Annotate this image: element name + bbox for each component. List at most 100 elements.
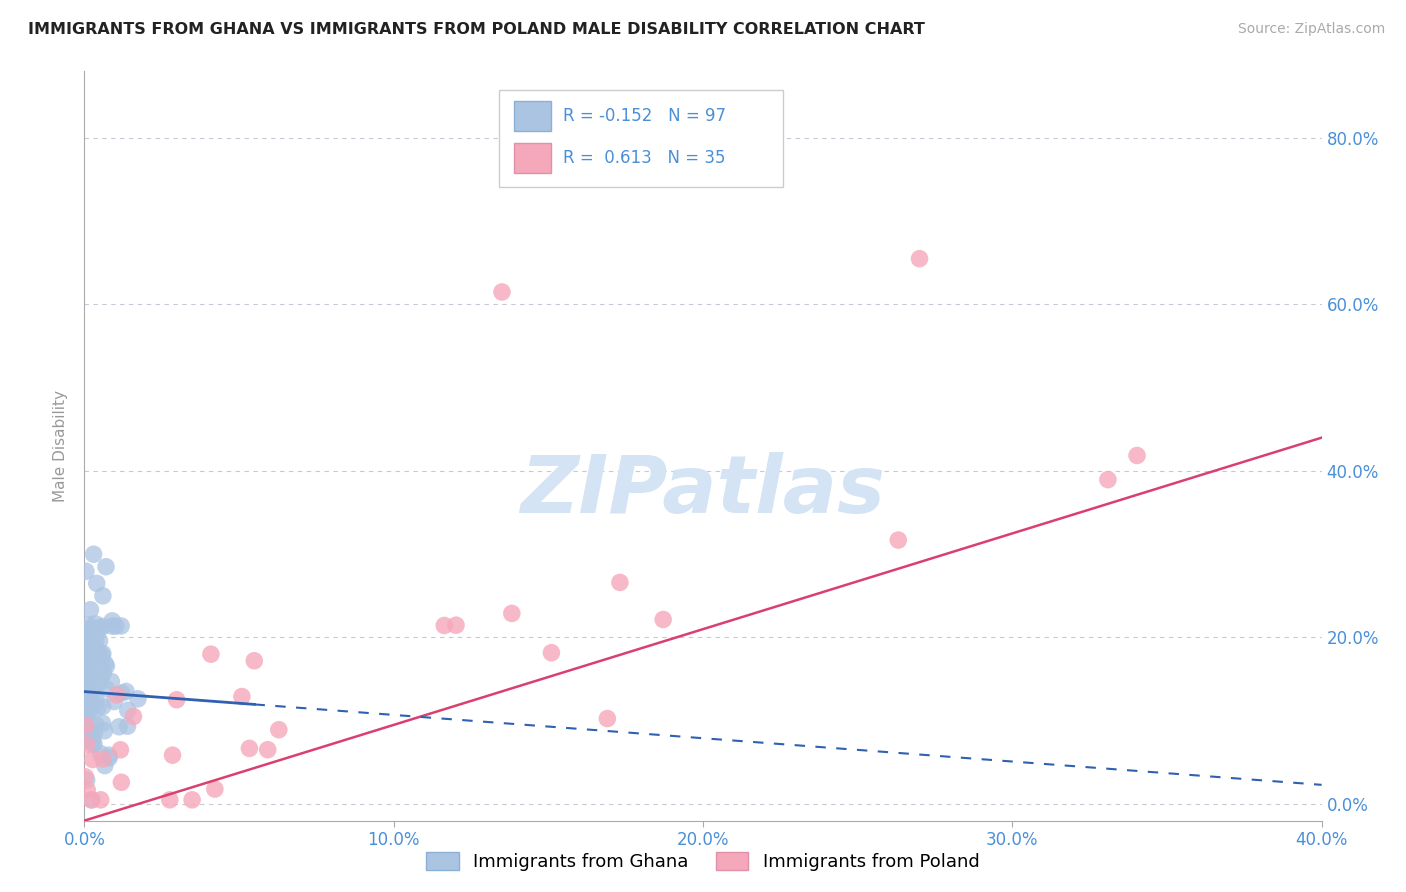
Point	[75, 770, 97, 784]
Point	[76, 733, 98, 747]
Point	[75, 639, 97, 653]
Point	[75, 690, 97, 704]
Point	[82, 752, 104, 766]
Point	[77, 649, 100, 664]
Point	[90, 747, 112, 761]
Point	[76, 666, 98, 681]
Point	[110, 743, 132, 757]
Text: ZIPatlas: ZIPatlas	[520, 452, 886, 530]
Point	[596, 712, 619, 726]
Text: R =  0.613   N = 35: R = 0.613 N = 35	[564, 149, 725, 167]
Point	[80, 700, 103, 714]
Point	[87, 700, 110, 714]
Point	[93, 666, 115, 681]
Point	[76, 669, 98, 683]
Point	[91, 647, 114, 661]
FancyBboxPatch shape	[513, 102, 551, 131]
Point	[83, 646, 105, 660]
Point	[1126, 449, 1149, 463]
Point	[89, 648, 111, 662]
Point	[75, 564, 97, 578]
Point	[108, 720, 131, 734]
Point	[80, 793, 103, 807]
Point	[91, 752, 114, 766]
Point	[91, 619, 114, 633]
Point	[94, 657, 117, 671]
Point	[86, 576, 108, 591]
Point	[110, 686, 132, 700]
Legend: Immigrants from Ghana, Immigrants from Poland: Immigrants from Ghana, Immigrants from P…	[419, 845, 987, 879]
Point	[84, 660, 107, 674]
Point	[117, 703, 139, 717]
Point	[82, 737, 104, 751]
Point	[267, 723, 290, 737]
Point	[122, 709, 145, 723]
Point	[96, 681, 118, 696]
Point	[79, 621, 101, 635]
Point	[86, 642, 108, 657]
Point	[82, 681, 104, 695]
Point	[77, 623, 100, 637]
Point	[82, 694, 104, 708]
Point	[90, 671, 112, 685]
Point	[84, 717, 107, 731]
Point	[75, 656, 97, 670]
Point	[105, 688, 128, 702]
Point	[444, 618, 467, 632]
Point	[181, 793, 204, 807]
Point	[94, 559, 117, 574]
Point	[84, 633, 107, 648]
Point	[100, 674, 122, 689]
Point	[1097, 473, 1119, 487]
Point	[75, 703, 97, 717]
Point	[433, 618, 456, 632]
Point	[75, 705, 97, 719]
Point	[75, 726, 97, 740]
Point	[110, 775, 132, 789]
Point	[75, 652, 97, 666]
Point	[84, 616, 107, 631]
Point	[101, 614, 124, 628]
Point	[77, 706, 100, 721]
Point	[887, 533, 910, 547]
Point	[83, 547, 105, 561]
Point	[77, 652, 100, 666]
Point	[82, 732, 104, 747]
Point	[97, 748, 120, 763]
Point	[83, 646, 105, 660]
Point	[86, 627, 108, 641]
Point	[75, 632, 97, 647]
Point	[91, 589, 114, 603]
Point	[77, 651, 100, 665]
Point	[104, 619, 127, 633]
Point	[96, 659, 118, 673]
Point	[87, 677, 110, 691]
Point	[110, 619, 132, 633]
Point	[79, 603, 101, 617]
Point	[76, 627, 98, 641]
Point	[491, 285, 513, 299]
Point	[162, 748, 184, 763]
Point	[93, 723, 115, 738]
Point	[79, 698, 101, 712]
Point	[83, 737, 105, 751]
Point	[76, 738, 98, 752]
Point	[127, 691, 149, 706]
Point	[166, 692, 188, 706]
Point	[103, 694, 125, 708]
Text: Source: ZipAtlas.com: Source: ZipAtlas.com	[1237, 22, 1385, 37]
Point	[83, 725, 105, 739]
Point	[75, 688, 97, 702]
Point	[80, 793, 103, 807]
Point	[75, 697, 97, 711]
Point	[115, 684, 138, 698]
Point	[238, 741, 260, 756]
Point	[117, 719, 139, 733]
Point	[89, 633, 111, 648]
Y-axis label: Male Disability: Male Disability	[53, 390, 69, 502]
FancyBboxPatch shape	[513, 143, 551, 172]
Point	[84, 672, 107, 686]
Point	[501, 607, 523, 621]
Point	[77, 640, 100, 655]
Point	[77, 665, 100, 680]
